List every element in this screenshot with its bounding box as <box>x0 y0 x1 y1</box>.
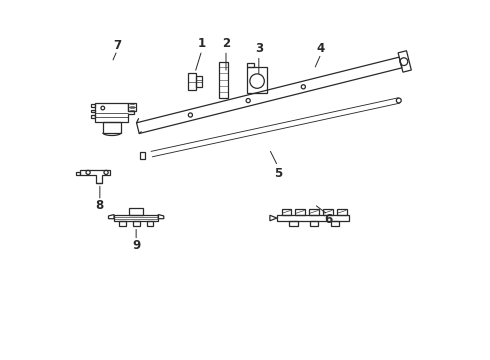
Text: 2: 2 <box>222 37 230 50</box>
Text: 7: 7 <box>113 39 121 52</box>
Text: 1: 1 <box>198 37 206 50</box>
Text: 3: 3 <box>255 42 263 55</box>
Text: 5: 5 <box>274 167 282 180</box>
Text: 6: 6 <box>324 213 332 226</box>
Text: 4: 4 <box>317 42 325 55</box>
Text: 8: 8 <box>96 199 104 212</box>
Text: 9: 9 <box>132 239 140 252</box>
